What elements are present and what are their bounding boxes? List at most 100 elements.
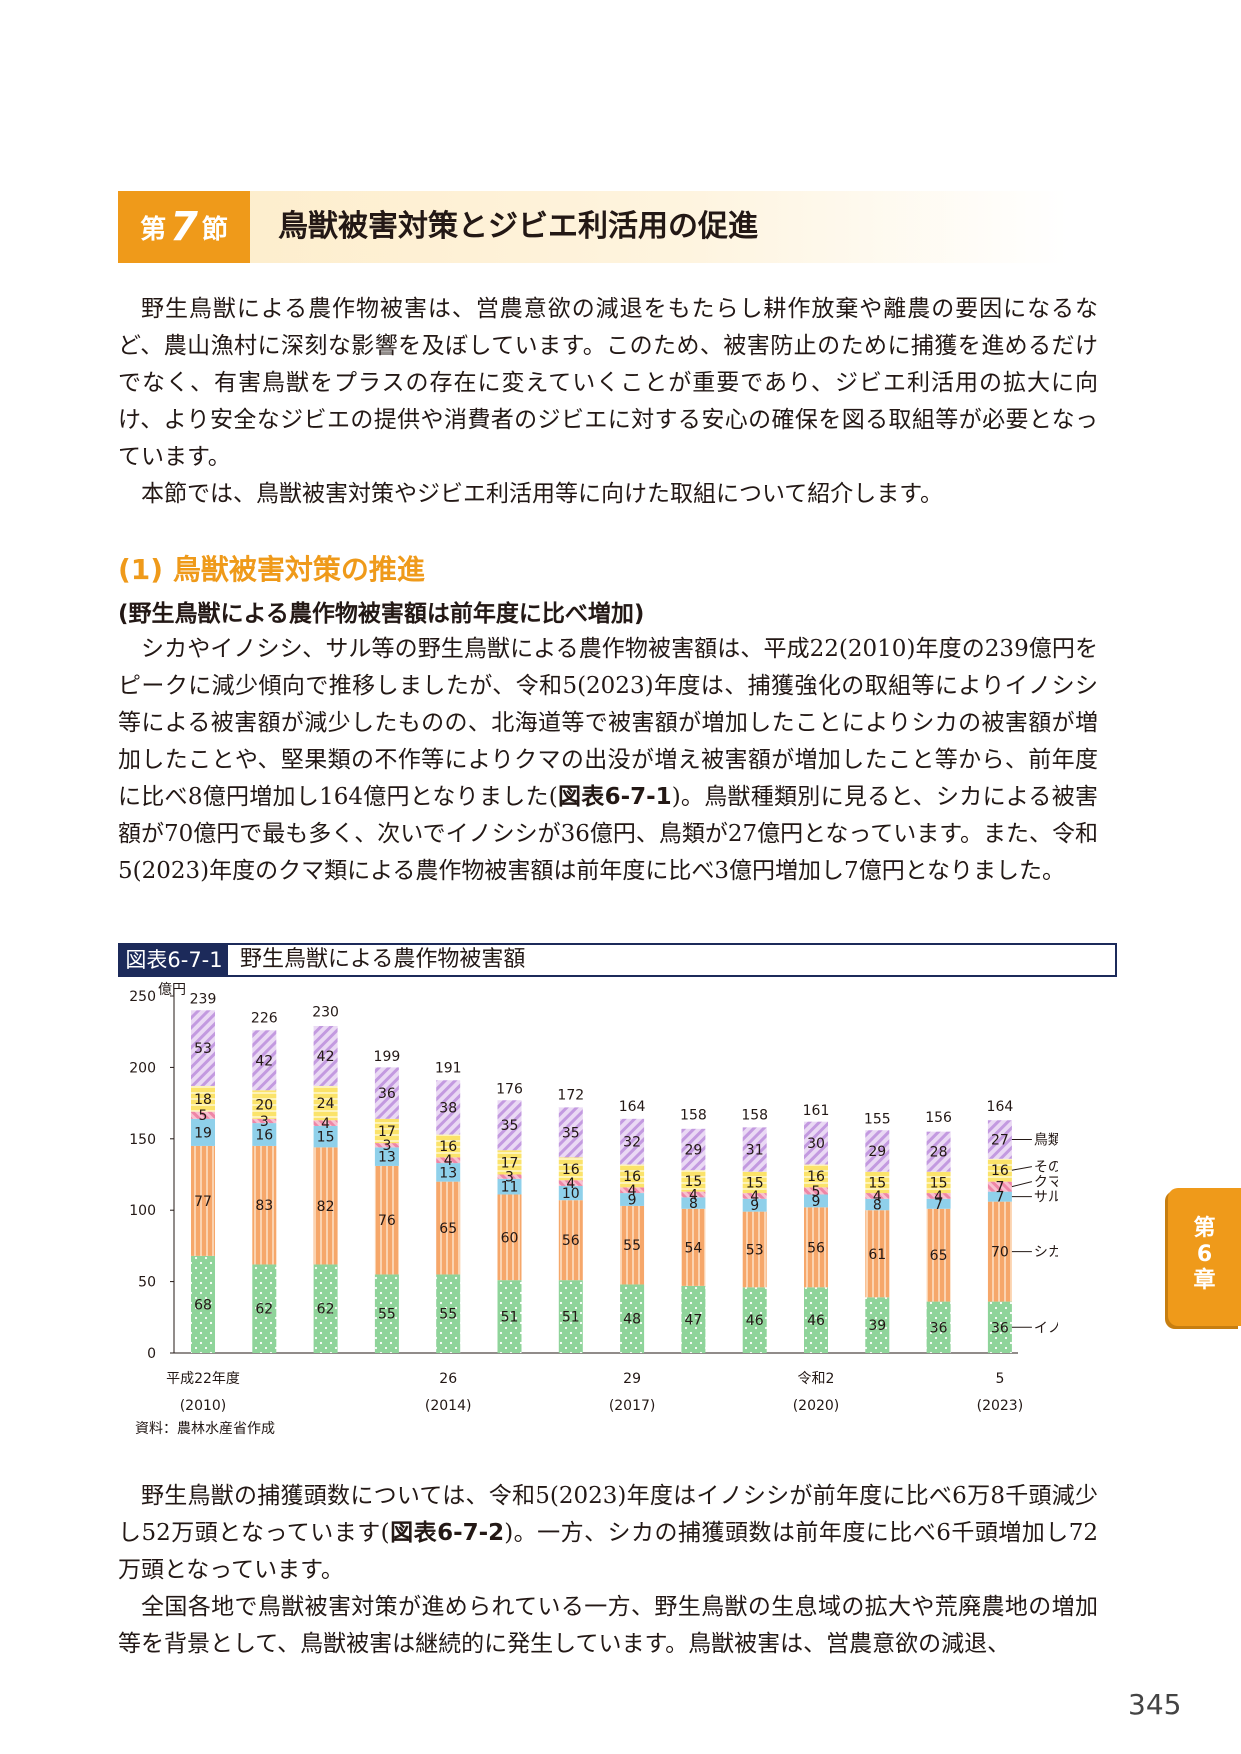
bar-total-label: 199: [374, 1049, 401, 1065]
bar-segment: [681, 1170, 706, 1192]
bar-segment: [987, 1301, 1012, 1353]
bar-segment: [804, 1207, 828, 1288]
bar-value-label: 4: [750, 1189, 759, 1205]
bar-value-label: 31: [746, 1143, 764, 1159]
bar-value-label: 15: [930, 1175, 948, 1191]
bar-value-label: 13: [378, 1150, 396, 1166]
bar-segment: [804, 1287, 828, 1353]
bar-total-label: 164: [987, 1099, 1014, 1115]
bar-value-label: 51: [501, 1310, 519, 1326]
figure-label: 図表6-7-1: [120, 945, 228, 975]
bar-segment: [191, 1255, 215, 1353]
bar-value-label: 55: [378, 1307, 396, 1323]
bar-segment: [313, 1025, 338, 1086]
bar-value-label: 5: [812, 1184, 821, 1200]
section-title: 鳥獣被害対策とジビエ利活用の促進: [278, 209, 758, 244]
bar-value-label: 56: [562, 1233, 580, 1249]
bar-value-label: 9: [628, 1192, 637, 1208]
bar-value-label: 68: [194, 1297, 212, 1313]
bar-value-label: 16: [255, 1128, 273, 1144]
series-label: その他獣類: [1034, 1160, 1058, 1176]
bar-segment: [374, 1274, 399, 1353]
bar-value-label: 13: [439, 1165, 457, 1181]
bar-total-label: 239: [190, 992, 217, 1008]
bar-value-label: 29: [684, 1143, 702, 1159]
figure-ref-6-7-1[interactable]: 図表6-7-1: [557, 784, 672, 810]
section-suffix: 節: [201, 214, 228, 245]
x-tick-label: (2023): [977, 1398, 1024, 1414]
bar-segment: [620, 1205, 645, 1285]
bar-value-label: 24: [317, 1096, 335, 1112]
bar-segment: [252, 1090, 277, 1119]
bar-segment: [252, 1118, 277, 1124]
chapter-side-tab[interactable]: 第 6 章: [1168, 1188, 1241, 1326]
bar-value-label: 32: [623, 1135, 641, 1151]
bar-value-label: 16: [991, 1163, 1009, 1179]
section-header: 第 7 節 鳥獣被害対策とジビエ利活用の促進: [118, 191, 1068, 263]
bar-segment: [742, 1127, 767, 1172]
bar-segment: [926, 1198, 951, 1209]
bar-value-label: 4: [689, 1187, 698, 1203]
bar-value-label: 76: [378, 1213, 396, 1229]
bar-value-label: 36: [991, 1320, 1009, 1336]
series-label: シカ: [1034, 1245, 1058, 1261]
bar-segment: [742, 1198, 767, 1212]
bar-value-label: 18: [194, 1092, 212, 1108]
heading-level3: (野生鳥獣による農作物被害額は前年度に比べ増加): [118, 601, 645, 627]
bar-segment: [558, 1280, 583, 1353]
bar-segment: [191, 1118, 215, 1146]
bar-segment: [742, 1287, 767, 1353]
bar-value-label: 16: [623, 1169, 641, 1185]
figure-source: 資料：農林水産省作成: [135, 1421, 275, 1437]
series-label: イノシシ: [1034, 1320, 1058, 1336]
bar-segment: [558, 1107, 583, 1158]
bar-segment: [865, 1193, 890, 1199]
bar-segment: [620, 1187, 645, 1194]
bar-segment: [374, 1067, 399, 1119]
bar-value-label: 29: [868, 1144, 886, 1160]
figure-ref-6-7-2[interactable]: 図表6-7-2: [389, 1520, 505, 1546]
y-tick-label: 100: [129, 1203, 156, 1219]
bar-total-label: 161: [803, 1103, 830, 1119]
page-number: 345: [1128, 1688, 1182, 1721]
bar-value-label: 53: [746, 1242, 764, 1258]
bar-segment: [742, 1171, 767, 1194]
bar-value-label: 3: [382, 1138, 391, 1154]
x-tick-label: 平成22年度: [166, 1371, 240, 1387]
body1-text-after: )。鳥獣種類別に見ると、シカによる被害額が70億円で最も多く、次いでイノシシが3…: [118, 784, 1098, 884]
figure-title: 野生鳥獣による農作物被害額: [240, 947, 526, 972]
body2-text-before: 野生鳥獣の捕獲頭数については、令和5(2023)年度はイノシシが前年度に比べ6万…: [118, 1483, 1098, 1546]
bar-value-label: 17: [501, 1155, 519, 1171]
bar-segment: [313, 1147, 338, 1265]
bar-segment: [620, 1284, 645, 1353]
heading-level2: (1) 鳥獣被害対策の推進: [118, 553, 425, 586]
side-tab-line3: 章: [1193, 1268, 1216, 1293]
bar-value-label: 46: [807, 1313, 825, 1329]
bar-value-label: 19: [194, 1125, 212, 1141]
bar-segment: [497, 1280, 522, 1353]
bar-value-label: 42: [255, 1053, 273, 1069]
x-tick-label: 26: [439, 1371, 457, 1387]
bar-segment: [926, 1131, 951, 1172]
bar-value-label: 48: [623, 1312, 641, 1328]
bar-value-label: 36: [930, 1320, 948, 1336]
bar-segment: [865, 1198, 890, 1211]
bar-segment: [313, 1085, 338, 1121]
side-tab-line2: 6: [1196, 1242, 1213, 1267]
bar-segment: [987, 1181, 1012, 1192]
y-axis-unit: 億円: [158, 982, 186, 998]
bar-segment: [436, 1181, 461, 1275]
bar-segment: [252, 1145, 277, 1265]
bar-segment: [252, 1264, 277, 1353]
bar-value-label: 62: [255, 1302, 273, 1318]
bar-segment: [436, 1134, 461, 1158]
bar-segment: [497, 1150, 522, 1175]
intro-paragraph-2: 本節では、鳥獣被害対策やジビエ利活用等に向けた取組について紹介します。: [141, 481, 944, 507]
bar-value-label: 60: [501, 1230, 519, 1246]
bar-total-label: 155: [864, 1112, 891, 1128]
bar-value-label: 55: [439, 1307, 457, 1323]
bar-segment: [926, 1301, 951, 1353]
body1-text-before: シカやイノシシ、サル等の野生鳥獣による農作物被害額は、平成22(2010)年度の…: [118, 636, 1098, 810]
series-label: サル: [1034, 1190, 1058, 1206]
